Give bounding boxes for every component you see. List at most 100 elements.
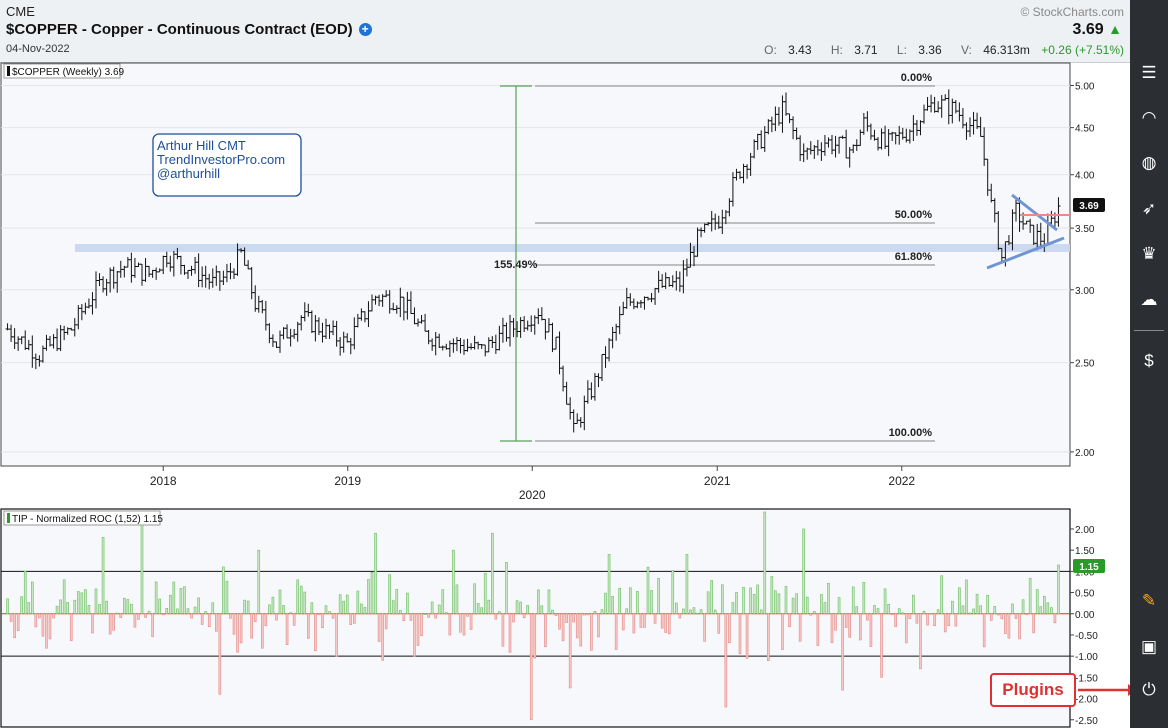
roc-bar — [572, 613, 575, 623]
roc-bar — [508, 613, 512, 653]
roc-bar — [310, 602, 314, 615]
roc-bar — [919, 613, 922, 670]
low-label: L: — [896, 43, 907, 57]
tv-icon[interactable]: ▣ — [1140, 637, 1158, 656]
roc-bar — [200, 613, 204, 625]
roc-bar — [402, 613, 406, 621]
price-legend-swatch — [7, 66, 10, 76]
low-value: 3.36 — [918, 43, 942, 57]
roc-bar — [788, 613, 791, 628]
roc-bar — [590, 613, 593, 651]
roc-bar — [866, 613, 869, 621]
roc-bar — [34, 613, 38, 628]
roc-bar — [388, 574, 391, 615]
roc-bar — [331, 613, 335, 619]
roc-bar — [98, 604, 101, 615]
price-last-tag-text: 3.69 — [1079, 201, 1099, 212]
roc-bar — [1057, 564, 1060, 615]
roc-bar — [565, 613, 568, 623]
roc-bar — [445, 612, 448, 615]
roc-bar — [391, 600, 395, 615]
roc-bar — [307, 613, 310, 639]
roc-tick-label: 0.00 — [1075, 610, 1095, 621]
roc-bar — [133, 613, 137, 628]
sliders-icon[interactable]: ☰ — [1141, 63, 1157, 82]
price-tick-label: 3.50 — [1075, 224, 1095, 235]
roc-bar — [926, 613, 929, 626]
roc-bar — [830, 613, 834, 644]
roc-bar — [742, 587, 745, 615]
roc-bar — [965, 579, 968, 615]
roc-bar — [597, 613, 600, 638]
roc-bar — [515, 600, 519, 615]
rocket-icon[interactable]: ➶ — [1141, 199, 1157, 218]
roc-bar — [430, 601, 434, 615]
roc-bar — [147, 610, 151, 615]
roc-bar — [851, 586, 855, 615]
roc-bar — [841, 613, 844, 691]
roc-bar — [682, 608, 685, 615]
signal-icon[interactable]: ◠ — [1141, 108, 1157, 127]
roc-bar — [480, 607, 483, 615]
roc-bar — [554, 613, 558, 616]
roc-bar — [292, 613, 296, 626]
support-zone — [75, 244, 1070, 252]
roc-bar — [657, 578, 660, 615]
roc-bar — [501, 613, 505, 647]
roc-bar — [526, 605, 529, 615]
roc-bar — [625, 608, 629, 615]
roc-bar — [993, 606, 997, 615]
roc-bar — [844, 613, 848, 628]
cloud-icon[interactable]: ☁ — [1140, 290, 1158, 309]
roc-bar — [48, 613, 52, 640]
price-tick-label: 2.50 — [1075, 359, 1095, 370]
roc-bar — [958, 587, 961, 615]
roc-bar — [675, 602, 678, 615]
roc-bar — [728, 613, 731, 644]
roc-bar — [671, 570, 675, 615]
roc-bar — [922, 610, 926, 615]
symbol-title: $COPPER - Copper - Continuous Contract (… — [6, 21, 353, 38]
plug-icon[interactable]: ⏻ — [1142, 680, 1156, 699]
roc-bar — [611, 596, 614, 615]
roc-bar — [87, 605, 91, 615]
roc-bar — [887, 604, 890, 615]
brush-icon[interactable]: ✎ — [1141, 591, 1157, 610]
roc-bar — [905, 613, 908, 644]
dollar-doc-icon[interactable]: $ — [1144, 351, 1154, 370]
trophy-icon[interactable]: ♛ — [1141, 244, 1157, 263]
roc-bar — [172, 581, 176, 615]
add-symbol-icon[interactable]: + — [358, 23, 372, 36]
roc-bar — [986, 594, 989, 615]
roc-bar — [27, 602, 31, 615]
roc-bar — [112, 613, 115, 631]
chart-date: 04-Nov-2022 — [6, 43, 70, 55]
roc-bar — [703, 613, 706, 642]
roc-bar — [795, 593, 798, 615]
roc-bar — [377, 613, 381, 642]
x-tick-label: 2022 — [888, 474, 915, 488]
roc-bar — [448, 613, 452, 636]
globe-icon[interactable]: ◍ — [1141, 153, 1157, 172]
price-tick-label: 3.00 — [1075, 286, 1095, 297]
roc-bar — [406, 592, 409, 615]
roc-bar — [275, 613, 278, 621]
roc-bar — [459, 613, 462, 633]
roc-bar — [6, 598, 9, 615]
roc-bar — [770, 576, 774, 615]
roc-bar — [243, 599, 246, 615]
roc-bar — [979, 605, 982, 615]
roc-bar — [66, 602, 69, 615]
roc-bar — [735, 592, 738, 615]
roc-bar — [161, 613, 165, 616]
copyright-label: © StockCharts.com — [1020, 5, 1124, 19]
roc-bar — [859, 613, 862, 641]
roc-bar — [225, 580, 229, 615]
price-legend-box — [3, 63, 121, 79]
x-axis: 2018 2019 2020 2021 2022 — [150, 466, 915, 502]
roc-bar — [710, 580, 713, 615]
roc-bar — [951, 600, 954, 615]
roc-bar — [115, 612, 119, 615]
roc-bar — [218, 613, 222, 695]
last-price: 3.69 ▲ — [1073, 21, 1122, 39]
